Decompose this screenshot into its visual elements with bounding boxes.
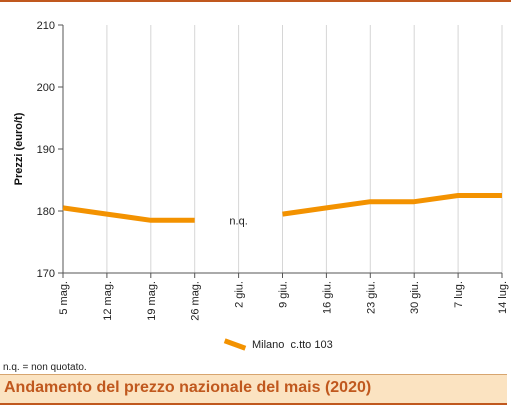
axes	[58, 24, 503, 278]
x-tick-label: 23 giu.	[365, 281, 377, 314]
x-tick-label: 5 mag.	[58, 281, 70, 315]
chart-title: Andamento del prezzo nazionale del mais …	[4, 379, 372, 396]
x-tick-label: 30 giu.	[409, 281, 421, 314]
title-bar: Andamento del prezzo nazionale del mais …	[0, 374, 507, 405]
x-tick-labels: 5 mag. 12 mag. 19 mag. 26 mag. 2 giu. 9 giu. 1…	[58, 281, 509, 321]
line-chart: 170 180 190 200 210 5 mag. 12 mag. 19 mag. 26 m…	[13, 20, 509, 321]
y-axis-label: Prezzi (euro/t)	[13, 112, 25, 185]
x-tick-label: 26 mag.	[190, 281, 202, 321]
x-tick-label: 16 giu.	[321, 281, 333, 314]
x-tick-label: 14 lug.	[497, 281, 509, 314]
y-tick-label: 190	[37, 144, 55, 156]
footnote: n.q. = non quotato.	[3, 362, 87, 373]
grid-lines	[106, 25, 503, 273]
top-rule	[0, 0, 511, 2]
legend-label: Milano c.tto 103	[252, 339, 333, 351]
legend: Milano c.tto 103	[0, 337, 511, 357]
y-tick-label: 210	[37, 20, 55, 32]
annotations: n.q.	[229, 215, 247, 227]
x-tick-label: 9 giu.	[278, 281, 290, 308]
series-line	[62, 205, 195, 223]
x-tick-label: 19 mag.	[146, 281, 158, 321]
y-tick-label: 170	[37, 268, 55, 280]
y-tick-labels: 170 180 190 200 210	[37, 20, 55, 280]
x-tick-label: 2 giu.	[234, 281, 246, 308]
annotation-label: n.q.	[229, 215, 247, 227]
x-tick-label: 7 lug.	[453, 281, 465, 308]
legend-swatch	[223, 338, 247, 351]
y-tick-label: 180	[37, 206, 55, 218]
series-lines	[62, 193, 502, 223]
y-tick-label: 200	[37, 82, 55, 94]
x-tick-label: 12 mag.	[102, 281, 114, 321]
series-line	[282, 193, 502, 217]
